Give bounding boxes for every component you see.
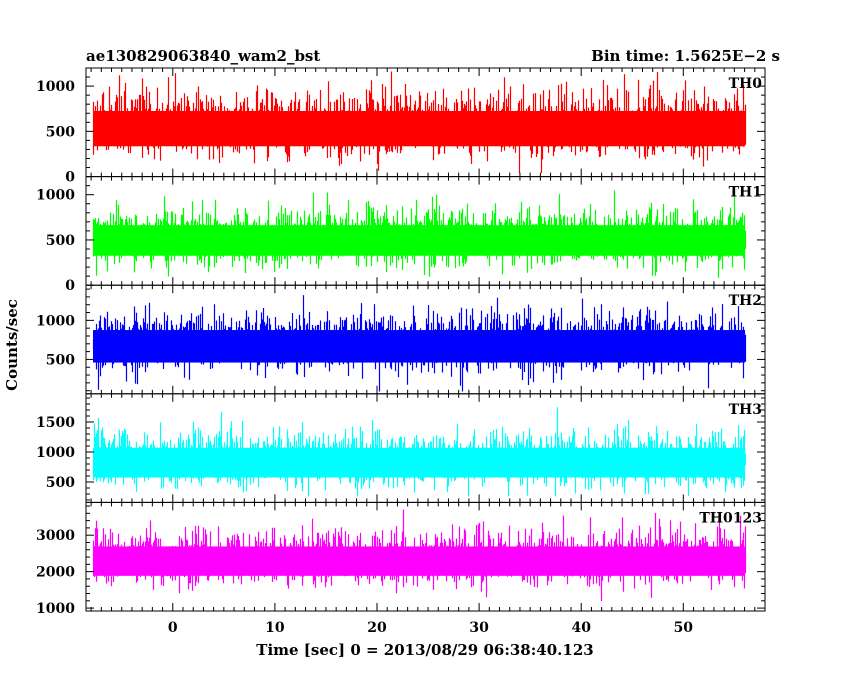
y-tick-label: 0 xyxy=(65,170,75,186)
x-tick-label: 0 xyxy=(168,620,178,636)
y-tick-label: 1500 xyxy=(36,415,75,431)
y-tick-label: 500 xyxy=(46,352,75,368)
y-tick-label: 1000 xyxy=(36,601,75,617)
panel-th0: 0 500 1000 TH0 xyxy=(36,67,766,186)
y-tick-label: 500 xyxy=(46,475,75,491)
x-tick-label: 40 xyxy=(571,620,591,636)
panel-name-label: TH1 xyxy=(729,185,762,201)
y-tick-label: 3000 xyxy=(36,528,75,544)
series-band-th2 xyxy=(93,330,745,363)
y-tick-label: 1000 xyxy=(36,445,75,461)
series-band-th0123 xyxy=(93,546,745,576)
header-bin-time: Bin time: 1.5625E−2 s xyxy=(591,47,780,65)
y-tick-label: 500 xyxy=(46,233,75,249)
x-axis-label: Time [sec] 0 = 2013/08/29 06:38:40.123 xyxy=(256,641,593,659)
y-axis-label: Counts/sec xyxy=(3,299,21,391)
series-band-th1 xyxy=(93,225,745,256)
x-tick-label: 10 xyxy=(265,620,285,636)
panel-th1: 0 500 1000 TH1 xyxy=(36,176,766,294)
panel-name-label: TH3 xyxy=(729,402,762,418)
panel-th0123: 1000 2000 3000 TH0123 xyxy=(36,501,766,617)
series-band-th3 xyxy=(93,447,745,478)
panel-th3: 500 1000 1500 TH3 xyxy=(36,393,766,503)
panel-name-label: TH2 xyxy=(729,293,762,309)
y-tick-label: 500 xyxy=(46,124,75,140)
x-tick-label: 20 xyxy=(367,620,387,636)
panel-th2: 500 1000 TH2 xyxy=(36,284,766,395)
header-left-title: ae130829063840_wam2_bst xyxy=(86,47,320,65)
y-tick-label: 1000 xyxy=(36,188,75,204)
panel-name-label: TH0 xyxy=(729,76,763,92)
y-tick-label: 0 xyxy=(65,278,75,294)
x-tick-label: 30 xyxy=(469,620,489,636)
y-tick-label: 1000 xyxy=(36,79,75,95)
y-tick-label: 2000 xyxy=(36,565,75,581)
panel-name-label: TH0123 xyxy=(699,510,762,526)
x-tick-label: 50 xyxy=(674,620,694,636)
y-tick-label: 1000 xyxy=(36,313,75,329)
series-band-th0 xyxy=(93,110,745,147)
